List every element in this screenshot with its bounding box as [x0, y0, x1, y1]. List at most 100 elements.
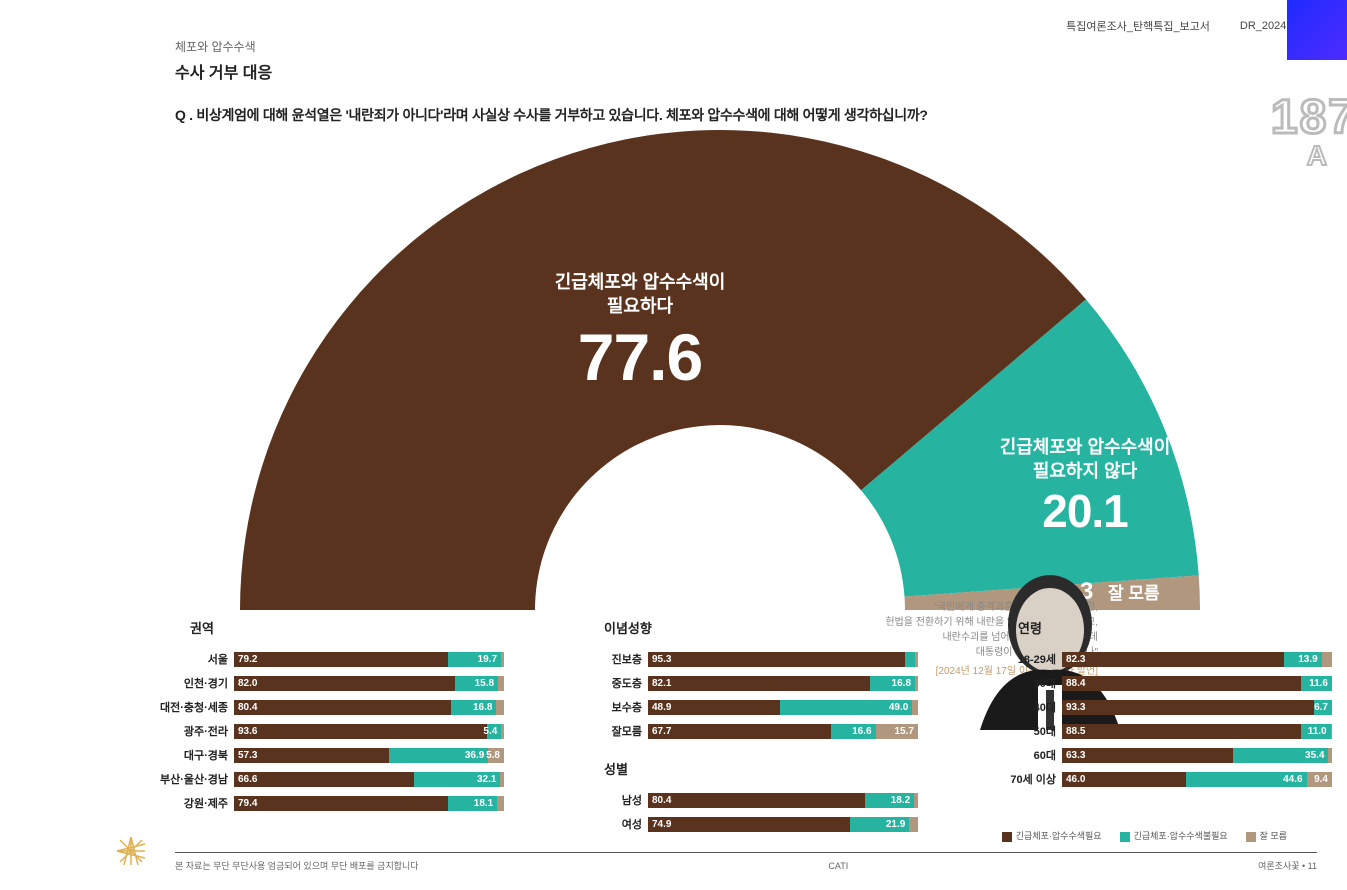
bar-seg-a: 82.0 [234, 676, 455, 691]
bar-seg-c: 15.7 [876, 724, 918, 739]
bar-seg-c [915, 652, 918, 667]
breakdown-row: 40대93.36.7 [978, 695, 1332, 719]
bar-seg-c [497, 796, 504, 811]
bar-seg-b: 16.8 [451, 700, 496, 715]
bar-seg-a: 95.3 [648, 652, 905, 667]
corner-number: 187 [1271, 90, 1347, 145]
breakdown-section: 권역서울79.219.7인천·경기82.015.8대전·충청·세종80.416.… [150, 618, 1307, 836]
row-label: 강원·제주 [150, 795, 234, 811]
bar-seg-a: 80.4 [648, 793, 865, 808]
bar-seg-a: 74.9 [648, 817, 850, 832]
slice-noneed-text: 긴급체포와 압수수색이필요하지 않다 [970, 435, 1200, 484]
stacked-bar: 57.336.95.8 [234, 748, 504, 763]
bar-seg-b: 18.1 [448, 796, 497, 811]
breakdown-row: 부산·울산·경남66.632.1 [150, 767, 504, 791]
breakdown-row: 대구·경북57.336.95.8 [150, 743, 504, 767]
legend-item: 긴급체포·압수수색불필요 [1120, 829, 1228, 842]
bar-seg-a: 79.2 [234, 652, 448, 667]
legend: 긴급체포·압수수색필요긴급체포·압수수색불필요잘 모름 [1002, 829, 1287, 842]
sunburst-icon [115, 835, 147, 872]
bar-seg-a: 63.3 [1062, 748, 1233, 763]
bar-seg-b: 18.2 [865, 793, 914, 808]
row-label: 잘모름 [564, 723, 648, 739]
bar-seg-c: 5.8 [488, 748, 504, 763]
bar-seg-c [909, 817, 918, 832]
bar-seg-a: 93.6 [234, 724, 487, 739]
stacked-bar: 80.418.2 [648, 793, 918, 808]
breakdown-row: 18-29세82.313.9 [978, 647, 1332, 671]
slice-need-text: 긴급체포와 압수수색이필요하다 [510, 270, 770, 319]
stacked-bar: 63.335.4 [1062, 748, 1332, 763]
row-label: 남성 [564, 792, 648, 808]
row-label: 대구·경북 [150, 747, 234, 763]
footer-right: 여론조사꽃 • 11 [1258, 859, 1317, 872]
bar-seg-a: 46.0 [1062, 772, 1186, 787]
bar-seg-b: 19.7 [448, 652, 501, 667]
bar-seg-b: 15.8 [455, 676, 498, 691]
corner-letter: A [1307, 140, 1327, 172]
breakdown-row: 잘모름67.716.615.7 [564, 719, 918, 743]
stacked-bar: 93.65.4 [234, 724, 504, 739]
slice-label-noneed: 긴급체포와 압수수색이필요하지 않다 20.1 [970, 435, 1200, 538]
bar-seg-b: 21.9 [850, 817, 909, 832]
row-label: 대전·충청·세종 [150, 699, 234, 715]
row-label: 60대 [978, 747, 1062, 763]
section-header: 체포와 압수수색 수사 거부 대응 Q . 비상계엄에 대해 윤석열은 '내란죄… [175, 38, 928, 125]
stacked-bar: 66.632.1 [234, 772, 504, 787]
row-label: 진보층 [564, 651, 648, 667]
breakdown-row: 50대88.511.0 [978, 719, 1332, 743]
stacked-bar: 67.716.615.7 [648, 724, 918, 739]
bar-seg-c [914, 793, 918, 808]
breakdown-column: 이념성향진보층95.3중도층82.116.8보수층48.949.0잘모름67.7… [564, 618, 918, 836]
bar-seg-c: 9.4 [1307, 772, 1332, 787]
breakdown-row: 강원·제주79.418.1 [150, 791, 504, 815]
bar-seg-c [1331, 724, 1332, 739]
stacked-bar: 88.411.6 [1062, 676, 1332, 691]
breakdown-title: 이념성향 [604, 618, 918, 637]
bar-seg-b: 6.7 [1314, 700, 1332, 715]
bar-seg-c [498, 676, 504, 691]
row-label: 인천·경기 [150, 675, 234, 691]
slice-label-need: 긴급체포와 압수수색이필요하다 77.6 [510, 270, 770, 395]
breakdown-row: 중도층82.116.8 [564, 671, 918, 695]
breakdown-row: 서울79.219.7 [150, 647, 504, 671]
bar-seg-b: 32.1 [414, 772, 501, 787]
breakdown-row: 남성80.418.2 [564, 788, 918, 812]
row-label: 보수층 [564, 699, 648, 715]
row-label: 50대 [978, 723, 1062, 739]
row-label: 광주·전라 [150, 723, 234, 739]
stacked-bar: 82.116.8 [648, 676, 918, 691]
bar-seg-c [915, 676, 918, 691]
bar-seg-c [501, 724, 504, 739]
stacked-bar: 79.219.7 [234, 652, 504, 667]
breakdown-row: 인천·경기82.015.8 [150, 671, 504, 695]
row-label: 18-29세 [978, 651, 1062, 667]
bar-seg-b: 44.6 [1186, 772, 1306, 787]
bar-seg-a: 93.3 [1062, 700, 1314, 715]
bar-seg-b: 16.6 [831, 724, 876, 739]
stacked-bar: 88.511.0 [1062, 724, 1332, 739]
slice-noneed-value: 20.1 [970, 484, 1200, 538]
bar-seg-b: 5.4 [487, 724, 502, 739]
breakdown-row: 광주·전라93.65.4 [150, 719, 504, 743]
breakdown-column: 권역서울79.219.7인천·경기82.015.8대전·충청·세종80.416.… [150, 618, 504, 836]
bar-seg-c [1328, 748, 1332, 763]
bar-seg-b: 35.4 [1233, 748, 1329, 763]
footer-left: 본 자료는 무단 무단사용 엄금되어 있으며 무단 배포를 금지합니다 [175, 859, 419, 872]
breakdown-title: 성별 [604, 759, 918, 778]
footer-center: CATI [828, 861, 848, 871]
legend-item: 긴급체포·압수수색필요 [1002, 829, 1102, 842]
bar-seg-a: 88.4 [1062, 676, 1301, 691]
stacked-bar: 93.36.7 [1062, 700, 1332, 715]
report-page: 특집여론조사_탄핵특집_보고서 DR_202412_05 187 A 체포와 압… [0, 0, 1347, 890]
row-label: 서울 [150, 651, 234, 667]
stacked-bar: 46.044.69.4 [1062, 772, 1332, 787]
bar-seg-a: 80.4 [234, 700, 451, 715]
doc-title: 특집여론조사_탄핵특집_보고서 [1066, 18, 1210, 34]
breakdown-row: 여성74.921.9 [564, 812, 918, 836]
broadcast-badge [1287, 0, 1347, 60]
stacked-bar: 82.015.8 [234, 676, 504, 691]
stacked-bar: 82.313.9 [1062, 652, 1332, 667]
row-label: 여성 [564, 816, 648, 832]
bar-seg-a: 88.5 [1062, 724, 1301, 739]
